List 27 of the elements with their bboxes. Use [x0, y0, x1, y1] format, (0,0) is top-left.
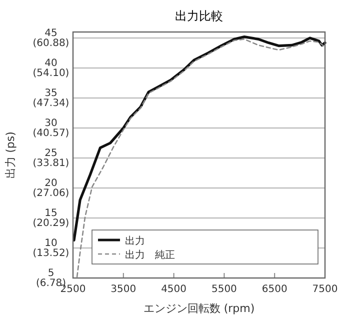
- legend-label: 出力 純正: [125, 249, 175, 261]
- x-tick-label: 4500: [161, 284, 187, 295]
- y2-tick-label: (40.57): [32, 128, 70, 140]
- x-tick-label: 3500: [110, 284, 136, 295]
- y2-tick-label: (47.34): [32, 98, 70, 110]
- y-tick-label: 35: [44, 88, 58, 99]
- x-tick-label: 6500: [262, 284, 288, 295]
- y-tick-label: 5: [48, 268, 54, 279]
- y-tick-label: 10: [44, 238, 58, 249]
- y-tick-label: 15: [44, 208, 58, 219]
- y-tick-label: 20: [44, 178, 58, 189]
- y2-tick-label: (54.10): [32, 68, 70, 80]
- chart-title: 出力比較: [175, 9, 223, 23]
- y-tick-label: 30: [44, 118, 58, 129]
- x-tick-label: 5500: [211, 284, 237, 295]
- y2-tick-label: (33.81): [32, 158, 70, 170]
- legend-label: 出力: [125, 235, 145, 247]
- x-tick-label: 7500: [312, 284, 338, 295]
- y2-tick-label: (20.29): [32, 218, 70, 230]
- y2-tick-label: (60.88): [32, 38, 70, 49]
- x-axis-title: エンジン回転数 (rpm): [143, 302, 255, 315]
- y2-tick-label: (13.52): [32, 248, 70, 260]
- y2-axis-title: 出力 (ps): [4, 132, 17, 178]
- y-tick-label: 40: [44, 58, 58, 69]
- y-tick-label: 45: [44, 28, 58, 39]
- y2-tick-label: (27.06): [32, 188, 70, 200]
- y-tick-label: 25: [44, 148, 58, 159]
